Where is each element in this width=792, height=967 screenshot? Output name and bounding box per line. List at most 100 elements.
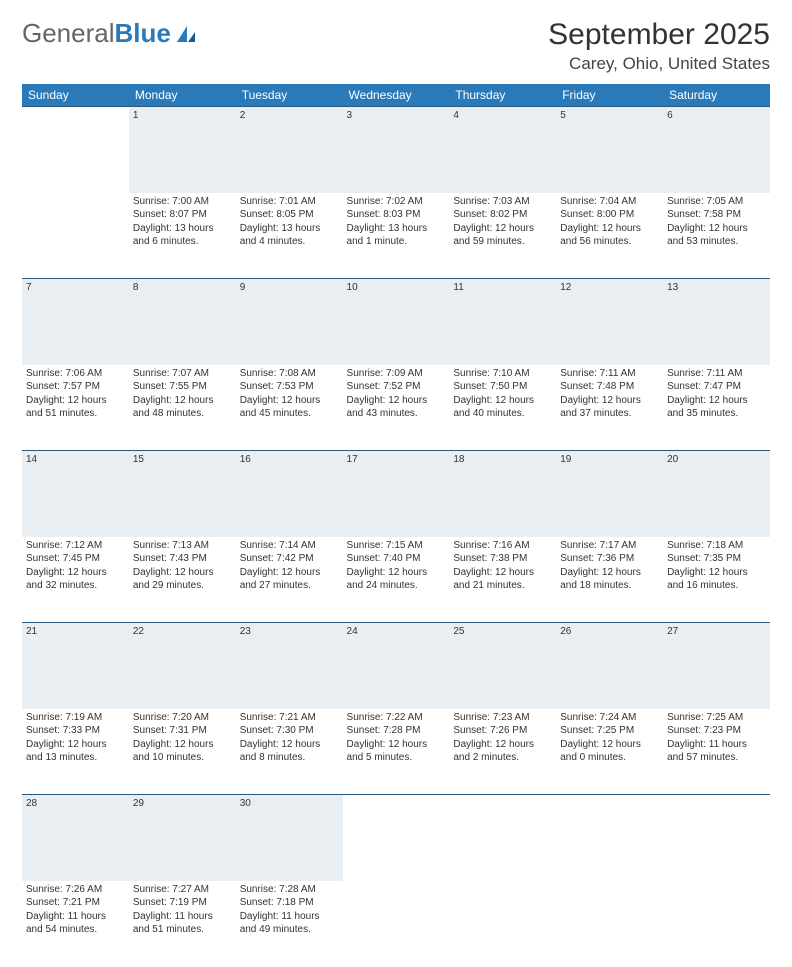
sunset-line: Sunset: 7:53 PM	[240, 380, 339, 394]
day-number-row: 78910111213	[22, 279, 770, 365]
sunrise-line: Sunrise: 7:09 AM	[347, 367, 446, 381]
daylight-line: Daylight: 11 hours and 49 minutes.	[240, 910, 339, 937]
daylight-line: Daylight: 12 hours and 5 minutes.	[347, 738, 446, 765]
daylight-line: Daylight: 11 hours and 57 minutes.	[667, 738, 766, 765]
day-number-cell: 25	[449, 623, 556, 709]
day-number-cell: 24	[343, 623, 450, 709]
sunset-line: Sunset: 7:21 PM	[26, 896, 125, 910]
sunrise-line: Sunrise: 7:13 AM	[133, 539, 232, 553]
month-title: September 2025	[548, 18, 770, 52]
sunrise-line: Sunrise: 7:19 AM	[26, 711, 125, 725]
day-number-cell: 15	[129, 451, 236, 537]
day-cell: Sunrise: 7:01 AMSunset: 8:05 PMDaylight:…	[236, 193, 343, 279]
day-cell: Sunrise: 7:13 AMSunset: 7:43 PMDaylight:…	[129, 537, 236, 623]
sunset-line: Sunset: 7:57 PM	[26, 380, 125, 394]
day-cell	[556, 881, 663, 967]
calendar-table: SundayMondayTuesdayWednesdayThursdayFrid…	[22, 84, 770, 967]
day-header: Sunday	[22, 84, 129, 107]
sunrise-line: Sunrise: 7:21 AM	[240, 711, 339, 725]
day-number-cell: 22	[129, 623, 236, 709]
day-data-row: Sunrise: 7:12 AMSunset: 7:45 PMDaylight:…	[22, 537, 770, 623]
day-number-cell: 13	[663, 279, 770, 365]
daylight-line: Daylight: 12 hours and 35 minutes.	[667, 394, 766, 421]
day-number-cell	[556, 795, 663, 881]
day-number-cell: 28	[22, 795, 129, 881]
day-cell: Sunrise: 7:12 AMSunset: 7:45 PMDaylight:…	[22, 537, 129, 623]
day-cell: Sunrise: 7:02 AMSunset: 8:03 PMDaylight:…	[343, 193, 450, 279]
daylight-line: Daylight: 12 hours and 21 minutes.	[453, 566, 552, 593]
day-cell	[343, 881, 450, 967]
sunset-line: Sunset: 7:36 PM	[560, 552, 659, 566]
day-number-cell: 27	[663, 623, 770, 709]
day-header: Monday	[129, 84, 236, 107]
day-number-cell: 30	[236, 795, 343, 881]
daylight-line: Daylight: 12 hours and 29 minutes.	[133, 566, 232, 593]
day-cell: Sunrise: 7:11 AMSunset: 7:48 PMDaylight:…	[556, 365, 663, 451]
day-number-cell: 21	[22, 623, 129, 709]
sunrise-line: Sunrise: 7:26 AM	[26, 883, 125, 897]
sunset-line: Sunset: 7:19 PM	[133, 896, 232, 910]
sunrise-line: Sunrise: 7:06 AM	[26, 367, 125, 381]
day-number-cell: 26	[556, 623, 663, 709]
day-number-cell: 14	[22, 451, 129, 537]
day-cell: Sunrise: 7:16 AMSunset: 7:38 PMDaylight:…	[449, 537, 556, 623]
daylight-line: Daylight: 12 hours and 2 minutes.	[453, 738, 552, 765]
sunrise-line: Sunrise: 7:17 AM	[560, 539, 659, 553]
day-header: Tuesday	[236, 84, 343, 107]
day-cell: Sunrise: 7:25 AMSunset: 7:23 PMDaylight:…	[663, 709, 770, 795]
day-number-cell: 3	[343, 107, 450, 193]
daylight-line: Daylight: 12 hours and 16 minutes.	[667, 566, 766, 593]
sunset-line: Sunset: 7:58 PM	[667, 208, 766, 222]
day-number-cell: 11	[449, 279, 556, 365]
day-cell: Sunrise: 7:04 AMSunset: 8:00 PMDaylight:…	[556, 193, 663, 279]
day-number-cell: 6	[663, 107, 770, 193]
sunset-line: Sunset: 8:03 PM	[347, 208, 446, 222]
day-data-row: Sunrise: 7:06 AMSunset: 7:57 PMDaylight:…	[22, 365, 770, 451]
day-header: Thursday	[449, 84, 556, 107]
day-number-cell: 18	[449, 451, 556, 537]
day-cell: Sunrise: 7:05 AMSunset: 7:58 PMDaylight:…	[663, 193, 770, 279]
sunset-line: Sunset: 7:33 PM	[26, 724, 125, 738]
day-cell	[22, 193, 129, 279]
day-number-cell: 17	[343, 451, 450, 537]
day-cell: Sunrise: 7:10 AMSunset: 7:50 PMDaylight:…	[449, 365, 556, 451]
daylight-line: Daylight: 12 hours and 18 minutes.	[560, 566, 659, 593]
daylight-line: Daylight: 12 hours and 10 minutes.	[133, 738, 232, 765]
day-cell	[449, 881, 556, 967]
sunset-line: Sunset: 8:02 PM	[453, 208, 552, 222]
daylight-line: Daylight: 12 hours and 27 minutes.	[240, 566, 339, 593]
sunrise-line: Sunrise: 7:20 AM	[133, 711, 232, 725]
sunset-line: Sunset: 7:47 PM	[667, 380, 766, 394]
logo-text-blue: Blue	[115, 18, 171, 49]
day-number-cell	[663, 795, 770, 881]
daylight-line: Daylight: 12 hours and 0 minutes.	[560, 738, 659, 765]
sunset-line: Sunset: 7:50 PM	[453, 380, 552, 394]
daylight-line: Daylight: 12 hours and 48 minutes.	[133, 394, 232, 421]
day-header: Friday	[556, 84, 663, 107]
sunrise-line: Sunrise: 7:14 AM	[240, 539, 339, 553]
day-cell: Sunrise: 7:19 AMSunset: 7:33 PMDaylight:…	[22, 709, 129, 795]
daylight-line: Daylight: 12 hours and 51 minutes.	[26, 394, 125, 421]
day-cell: Sunrise: 7:15 AMSunset: 7:40 PMDaylight:…	[343, 537, 450, 623]
day-cell: Sunrise: 7:09 AMSunset: 7:52 PMDaylight:…	[343, 365, 450, 451]
day-cell: Sunrise: 7:28 AMSunset: 7:18 PMDaylight:…	[236, 881, 343, 967]
day-cell: Sunrise: 7:24 AMSunset: 7:25 PMDaylight:…	[556, 709, 663, 795]
sunrise-line: Sunrise: 7:11 AM	[667, 367, 766, 381]
daylight-line: Daylight: 11 hours and 54 minutes.	[26, 910, 125, 937]
day-cell: Sunrise: 7:27 AMSunset: 7:19 PMDaylight:…	[129, 881, 236, 967]
sunrise-line: Sunrise: 7:03 AM	[453, 195, 552, 209]
day-number-cell: 20	[663, 451, 770, 537]
sunrise-line: Sunrise: 7:18 AM	[667, 539, 766, 553]
day-number-cell	[449, 795, 556, 881]
day-cell: Sunrise: 7:26 AMSunset: 7:21 PMDaylight:…	[22, 881, 129, 967]
sunrise-line: Sunrise: 7:00 AM	[133, 195, 232, 209]
day-number-cell	[22, 107, 129, 193]
day-number-cell: 16	[236, 451, 343, 537]
day-number-cell: 10	[343, 279, 450, 365]
sunset-line: Sunset: 7:31 PM	[133, 724, 232, 738]
day-number-cell: 9	[236, 279, 343, 365]
sunset-line: Sunset: 7:23 PM	[667, 724, 766, 738]
daylight-line: Daylight: 12 hours and 59 minutes.	[453, 222, 552, 249]
sunset-line: Sunset: 7:38 PM	[453, 552, 552, 566]
sunset-line: Sunset: 7:45 PM	[26, 552, 125, 566]
